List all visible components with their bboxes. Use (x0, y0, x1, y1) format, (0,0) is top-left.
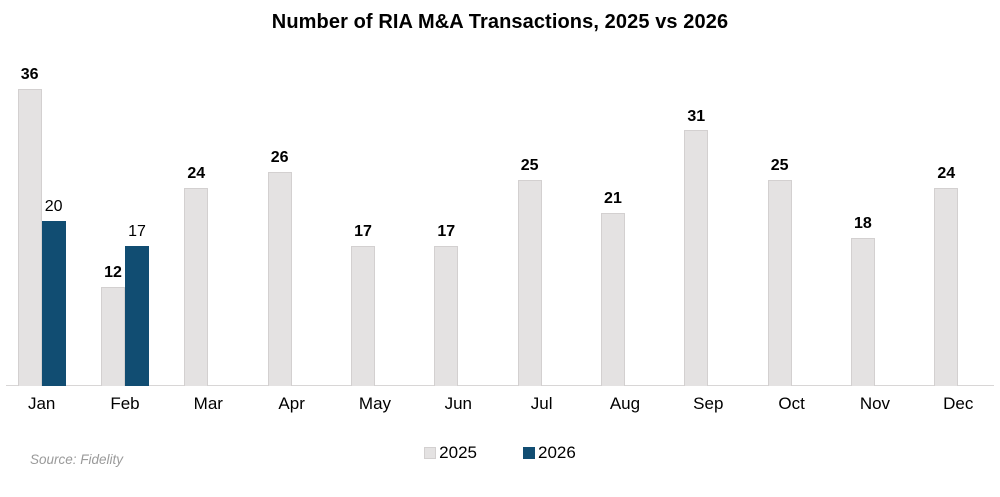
bar-2025-jun (434, 245, 459, 386)
x-axis-label-mar: Mar (193, 394, 223, 413)
slot-2026-nov (875, 50, 899, 386)
bar-group-may: 17 (333, 50, 416, 386)
value-label-2025-jun: 17 (437, 223, 456, 241)
slot-2025-jun: 17 (434, 50, 459, 386)
x-axis-label-sep: Sep (693, 394, 724, 413)
value-label-2025-jan: 36 (20, 66, 39, 84)
value-label-2026-jan: 20 (44, 198, 63, 216)
legend: 2025 2026 (0, 443, 1000, 463)
x-axis-label-may: May (358, 394, 392, 413)
slot-2025-aug: 21 (600, 50, 625, 386)
slot-2026-mar (208, 50, 232, 386)
bar-2025-mar (184, 188, 209, 386)
value-label-2025-feb: 12 (104, 264, 122, 282)
value-label-2026-feb: 17 (128, 223, 146, 241)
slot-2025-may: 17 (350, 50, 375, 386)
slot-2025-mar: 24 (184, 50, 209, 386)
bar-2025-dec (934, 188, 959, 386)
bar-group-oct: 25 (750, 50, 833, 386)
bar-group-jul: 25 (500, 50, 583, 386)
slot-2025-feb: 12 (100, 50, 125, 386)
slot-2026-aug (625, 50, 649, 386)
bar-group-nov: 18 (833, 50, 916, 386)
bar-2026-jan (41, 221, 66, 386)
slot-2026-apr (292, 50, 316, 386)
slot-2025-jan: 36 (17, 50, 42, 386)
slot-2025-dec: 24 (934, 50, 959, 386)
slot-2026-jan: 20 (41, 50, 66, 386)
x-axis-label-apr: Apr (278, 394, 305, 413)
slot-2025-apr: 26 (267, 50, 292, 386)
x-axis-label-oct: Oct (778, 394, 805, 413)
chart-title: Number of RIA M&A Transactions, 2025 vs … (271, 11, 729, 33)
bar-2025-jul (517, 179, 542, 386)
bar-2026-feb (124, 245, 149, 386)
value-label-2025-aug: 21 (604, 190, 622, 208)
bar-2025-feb (100, 287, 125, 386)
slot-2026-dec (958, 50, 982, 386)
value-label-2025-may: 17 (354, 223, 372, 241)
bar-group-jan: 36 20 (0, 50, 83, 386)
x-axis-label-jan: Jan (27, 394, 56, 413)
slot-2026-jul (542, 50, 566, 386)
slot-2026-may (375, 50, 399, 386)
x-axis-label-jul: Jul (530, 394, 553, 413)
bar-group-feb: 12 17 (83, 50, 166, 386)
legend-swatch-2025 (424, 447, 437, 459)
legend-item-2025: 2025 (424, 443, 477, 463)
value-label-2025-dec: 24 (937, 165, 956, 183)
bar-2025-aug (600, 212, 625, 386)
bar-group-mar: 24 (167, 50, 250, 386)
value-label-2025-jul: 25 (520, 157, 539, 175)
bar-2025-oct (767, 179, 792, 386)
value-label-2025-sep: 31 (687, 107, 706, 125)
plot-area: 36 20 12 17 24 26 17 17 25 21 31 25 18 24 (0, 50, 1000, 386)
bar-2025-nov (850, 237, 875, 386)
bar-group-aug: 21 (583, 50, 666, 386)
x-axis-line (6, 385, 994, 386)
bar-group-dec: 24 (917, 50, 1000, 386)
value-label-2025-mar: 24 (187, 165, 206, 183)
slot-2025-sep: 31 (684, 50, 709, 386)
value-label-2025-apr: 26 (270, 148, 289, 166)
slot-2026-sep (708, 50, 732, 386)
bar-group-apr: 26 (250, 50, 333, 386)
slot-2026-oct (792, 50, 816, 386)
slot-2025-nov: 18 (850, 50, 875, 386)
bar-2025-jan (17, 89, 42, 386)
legend-swatch-2026 (523, 447, 535, 459)
x-axis-label-feb: Feb (110, 394, 140, 413)
x-axis-label-aug: Aug (609, 394, 641, 413)
slot-2025-jul: 25 (517, 50, 542, 386)
value-label-2025-oct: 25 (770, 157, 789, 175)
bar-2025-apr (267, 171, 292, 386)
legend-label-2026: 2026 (538, 443, 576, 462)
x-axis-labels: Jan Feb Mar Apr May Jun Jul Aug Sep Oct Nov Dec (0, 394, 1000, 414)
slot-2025-oct: 25 (767, 50, 792, 386)
x-axis-label-dec: Dec (943, 394, 974, 413)
source-note: Source: Fidelity (30, 452, 124, 467)
x-axis-label-jun: Jun (444, 394, 473, 413)
legend-item-2026: 2026 (523, 443, 576, 463)
value-label-2025-nov: 18 (854, 214, 872, 232)
x-axis-label-nov: Nov (859, 394, 891, 413)
bar-2025-sep (684, 130, 709, 386)
bar-group-jun: 17 (417, 50, 500, 386)
slot-2026-feb: 17 (124, 50, 149, 386)
legend-label-2025: 2025 (439, 443, 477, 462)
slot-2026-jun (458, 50, 482, 386)
bar-2025-may (350, 245, 375, 386)
bar-group-sep: 31 (667, 50, 750, 386)
